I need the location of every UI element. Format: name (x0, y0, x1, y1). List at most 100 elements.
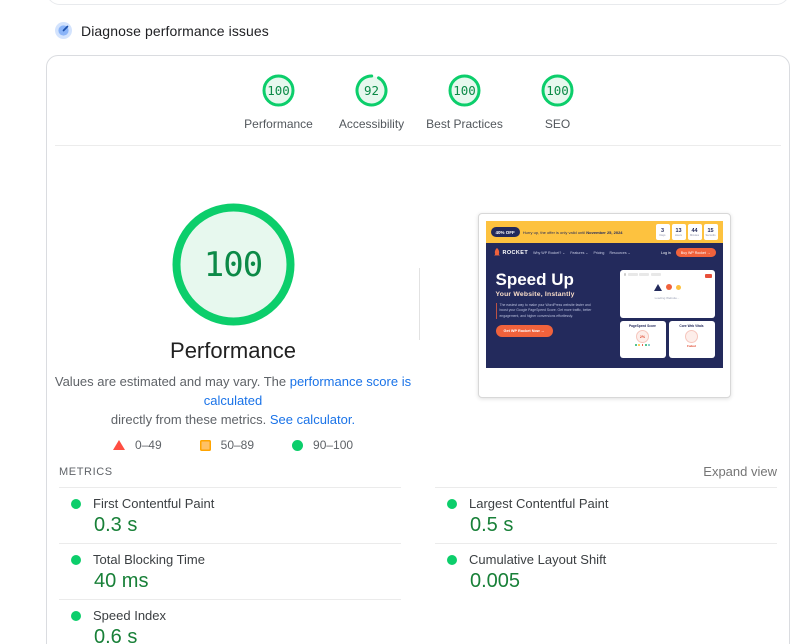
gauge-label: SEO (544, 117, 571, 131)
preview-logo: ROCKET (493, 248, 529, 257)
preview-browser-card: Loading Website... (619, 270, 715, 318)
metric-value: 0.6 s (94, 626, 138, 644)
page-title: Diagnose performance issues (81, 22, 269, 39)
metric-cls: Cumulative Layout Shift 0.005 (435, 543, 777, 599)
preview-buy-button: Buy WP Rocket → (675, 248, 716, 257)
legend-fail: 0–49 (112, 438, 162, 452)
metric-pass-dot (71, 498, 81, 509)
gauge-arc (262, 74, 295, 107)
gauge-score: 100 (453, 83, 476, 98)
countdown-box: 3 Days (655, 224, 670, 240)
fail-triangle-icon (112, 440, 125, 450)
countdown-box: 44 Minutes (687, 224, 702, 240)
metric-value: 0.3 s (94, 514, 138, 536)
page-screenshot: 40% OFF Hurry up, the offer is only vali… (485, 221, 723, 392)
metric-empty-cell (435, 599, 777, 644)
preview-loading-text: Loading Website... (654, 295, 680, 300)
metrics-header: METRICS Expand view (59, 464, 777, 479)
metric-fcp: First Contentful Paint 0.3 s (59, 487, 401, 543)
preview-nav-item: Features ⌄ (570, 250, 589, 255)
preview-hero-cta: Get WP Rocket Now → (495, 324, 553, 337)
countdown-box: 13 Hours (671, 224, 686, 240)
metrics-grid: First Contentful Paint 0.3 s Largest Con… (59, 487, 777, 644)
performance-score-link[interactable]: performance score is calculated (203, 374, 412, 408)
preview-hero-cards: Loading Website... PageSpeed Score 2% (619, 270, 715, 359)
lighthouse-report-card: 100 Performance 92 Accessibility 100 Bes… (46, 55, 790, 644)
performance-big-gauge[interactable]: 100 (171, 202, 296, 327)
preview-countdown: 3 Days 13 Hours 44 Minutes 15 Seconds (655, 224, 718, 240)
page-screenshot-thumbnail: 40% OFF Hurry up, the offer is only vali… (477, 213, 731, 398)
gauge-accessibility[interactable]: 92 Accessibility (325, 74, 418, 131)
preview-promo-text: Hurry up, the offer is only valid until … (522, 229, 623, 235)
expand-view-link[interactable]: Expand view (703, 464, 777, 479)
preview-hero-subtitle: Your Website, Instantly (495, 291, 575, 298)
triangle-shape (653, 283, 662, 291)
legend-pass: 90–100 (292, 438, 353, 452)
legend-range: 50–89 (220, 438, 255, 452)
metric-pass-dot (71, 610, 81, 621)
gauge-arc (541, 74, 574, 107)
gauge-score: 100 (267, 83, 290, 98)
disclaimer-part2: directly from these metrics. (110, 412, 270, 427)
pass-circle-icon (292, 439, 304, 451)
preview-pagespeed-gauge: 2% (636, 330, 649, 343)
gauge-label: Best Practices (426, 117, 503, 131)
disclaimer-text: Values are estimated and may vary. The p… (47, 372, 419, 429)
preview-shapes (624, 283, 711, 291)
gauge-label: Accessibility (338, 117, 405, 131)
metric-value: 40 ms (94, 570, 149, 592)
countdown-box: 15 Seconds (703, 224, 718, 240)
metric-value: 0.005 (470, 570, 521, 592)
metric-value: 0.5 s (470, 514, 514, 536)
gauge-seo[interactable]: 100 SEO (511, 74, 604, 131)
preview-nav-item: Resources ⌄ (609, 250, 631, 255)
gauge-performance[interactable]: 100 Performance (232, 74, 325, 131)
preview-nav-item: Pricing (593, 250, 605, 255)
performance-score: 100 (203, 244, 263, 285)
gauge-score: 92 (363, 83, 380, 98)
preview-pagespeed-card: PageSpeed Score 2% (619, 321, 666, 358)
metric-tbt: Total Blocking Time 40 ms (59, 543, 401, 599)
category-gauge-row: 100 Performance 92 Accessibility 100 Bes… (47, 56, 789, 145)
preview-red-badge (704, 274, 712, 278)
preview-cwv-gauge (685, 330, 698, 343)
preview-promo-banner: 40% OFF Hurry up, the offer is only vali… (485, 221, 723, 243)
metric-si: Speed Index 0.6 s (59, 599, 401, 644)
gauge-score: 100 (546, 83, 569, 98)
preview-hero-copy: Speed Up Your Website, Instantly The eas… (495, 270, 614, 359)
average-square-icon (199, 439, 211, 451)
preview-login-link: Log in (661, 250, 671, 255)
metrics-heading: METRICS (59, 465, 113, 478)
preview-score-dots (622, 344, 664, 346)
preview-hero-title: Speed Up (495, 270, 574, 289)
previous-card-bottom-edge (46, 0, 790, 5)
screenshot-column: 40% OFF Hurry up, the offer is only vali… (419, 146, 789, 451)
performance-section: 100 Performance Values are estimated and… (47, 146, 789, 452)
preview-discount-badge: 40% OFF (490, 227, 520, 237)
gauge-best-practices[interactable]: 100 Best Practices (418, 74, 511, 131)
metric-lcp: Largest Contentful Paint 0.5 s (435, 487, 777, 543)
metric-pass-dot (447, 554, 457, 565)
diagnose-header: Diagnose performance issues (55, 22, 269, 39)
metric-pass-dot (447, 498, 457, 509)
preview-cwv-status: Failed (687, 344, 696, 348)
preview-browser-bar (623, 273, 711, 276)
gauge-arc (448, 74, 481, 107)
score-legend: 0–49 50–89 90–100 (112, 438, 353, 452)
legend-range: 90–100 (313, 438, 354, 452)
orange-dot-shape (665, 284, 672, 290)
legend-average: 50–89 (199, 438, 255, 452)
gauge-label: Performance (244, 117, 313, 131)
preview-footer (485, 368, 723, 392)
rocket-icon (493, 248, 500, 256)
gauge-arc (172, 203, 294, 326)
speedometer-icon (55, 22, 72, 39)
performance-summary: 100 Performance Values are estimated and… (47, 146, 419, 452)
preview-hero: Speed Up Your Website, Instantly The eas… (485, 262, 723, 368)
preview-hero-paragraph: The easiest way to make your WordPress w… (495, 303, 600, 319)
yellow-dot-shape (675, 284, 681, 290)
see-calculator-link[interactable]: See calculator. (269, 412, 356, 427)
legend-range: 0–49 (134, 438, 162, 452)
preview-nav-item: Why WP Rocket? ⌄ (533, 250, 566, 255)
disclaimer-part1: Values are estimated and may vary. The (54, 374, 290, 389)
